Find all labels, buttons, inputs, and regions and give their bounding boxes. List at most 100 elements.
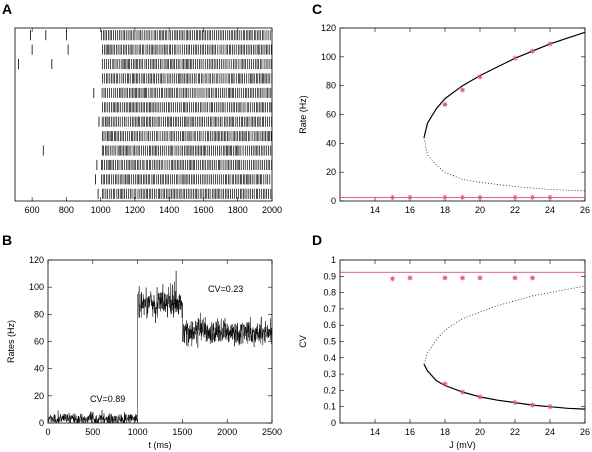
y-tick-label: 0.5 xyxy=(323,337,336,347)
simulation-marker-high xyxy=(389,276,396,282)
simulation-marker-low xyxy=(529,402,536,408)
rate-vs-j-panel: 14 16 18 20 22 24 26 0 20 40 60 80 100 120 Rate (Hz) xyxy=(298,23,590,215)
raster-row xyxy=(97,188,272,199)
raster-row xyxy=(95,174,271,185)
panel-label-b: B xyxy=(2,232,12,248)
raster-row xyxy=(31,44,272,55)
rate-trace-panel: 0 500 1000 1500 2000 2500 0 20 40 60 80 100 120 t (ms… xyxy=(6,255,282,450)
x-axis-label: J (mV) xyxy=(449,440,476,450)
simulation-marker-low xyxy=(529,194,536,200)
unstable-branch xyxy=(423,137,586,192)
simulation-marker-low xyxy=(442,194,448,200)
y-tick-label: 0 xyxy=(39,418,44,428)
raster-row xyxy=(96,159,272,171)
panel-label-a: A xyxy=(2,1,12,17)
y-tick-label: 100 xyxy=(321,52,336,62)
unstable-branch xyxy=(423,285,586,365)
raster-panel: 600 800 1000 1200 1400 1600 1800 2000 xyxy=(14,27,282,215)
x-tick-label: 2000 xyxy=(217,427,237,437)
rate-trace xyxy=(47,270,273,424)
y-tick-label: 0.6 xyxy=(323,320,336,330)
simulation-marker-high xyxy=(442,275,448,281)
y-tick-label: 0 xyxy=(331,418,336,428)
y-tick-label: 0.2 xyxy=(323,385,336,395)
y-tick-label: 40 xyxy=(34,364,44,374)
x-tick-label: 1400 xyxy=(159,205,179,215)
y-tick-label: 0.8 xyxy=(323,288,336,298)
simulation-marker-high xyxy=(547,41,553,47)
x-tick-label: 1200 xyxy=(125,205,145,215)
y-tick-label: 60 xyxy=(34,337,44,347)
x-tick-label: 1600 xyxy=(193,205,213,215)
stable-branch xyxy=(423,31,586,138)
raster-row xyxy=(18,58,272,70)
x-tick-label: 2000 xyxy=(262,205,282,215)
plot-frame xyxy=(339,27,586,202)
x-tick-label: 2500 xyxy=(262,427,282,437)
x-tick-label: 1800 xyxy=(228,205,248,215)
simulation-marker-low xyxy=(389,194,396,200)
simulation-marker-high xyxy=(529,48,536,54)
y-tick-label: 40 xyxy=(326,138,336,148)
stable-branch xyxy=(423,364,586,410)
x-tick-label: 1000 xyxy=(91,205,111,215)
x-tick-label: 1500 xyxy=(172,427,192,437)
raster-row xyxy=(102,73,273,84)
simulation-marker-low xyxy=(477,194,483,200)
x-tick-label: 600 xyxy=(25,205,40,215)
annotation-cv-after: CV=0.23 xyxy=(208,284,243,294)
raster-row xyxy=(102,102,272,113)
raster-row xyxy=(98,116,272,127)
y-tick-label: 0.7 xyxy=(323,304,336,314)
y-tick-label: 80 xyxy=(326,81,336,91)
y-axis-label: Rate (Hz) xyxy=(298,95,308,134)
simulation-marker-low xyxy=(547,194,553,200)
simulation-marker-low xyxy=(459,194,466,200)
simulation-marker-high xyxy=(407,275,413,281)
simulation-marker-low xyxy=(477,394,483,400)
raster-row xyxy=(42,145,273,156)
y-tick-label: 100 xyxy=(29,282,44,292)
simulation-marker-low xyxy=(407,194,413,200)
y-axis-label: CV xyxy=(298,335,308,348)
simulation-marker-high xyxy=(477,74,483,80)
x-tick-label: 14 xyxy=(370,205,380,215)
y-tick-label: 20 xyxy=(34,391,44,401)
simulation-marker-high xyxy=(512,275,518,281)
y-tick-label: 0.9 xyxy=(323,271,336,281)
y-tick-label: 1 xyxy=(331,255,336,265)
x-tick-label: 22 xyxy=(510,205,520,215)
simulation-marker-low xyxy=(442,381,448,387)
simulation-marker-high xyxy=(529,275,536,281)
cv-vs-j-panel: 14 16 18 20 22 24 26 0 0.1 0.2 0.3 0.4 0.5 0.6 0.7 0.8 0… xyxy=(298,255,590,450)
y-tick-label: 120 xyxy=(29,255,44,265)
x-tick-label: 1000 xyxy=(128,427,148,437)
y-tick-label: 80 xyxy=(34,309,44,319)
x-tick-label: 26 xyxy=(580,205,590,215)
x-tick-label: 22 xyxy=(510,427,520,437)
raster-row xyxy=(30,30,271,41)
raster-row xyxy=(93,87,272,98)
y-tick-label: 120 xyxy=(321,23,336,33)
simulation-marker-low xyxy=(512,400,518,406)
simulation-marker-high xyxy=(459,275,466,281)
annotation-cv-before: CV=0.89 xyxy=(90,394,125,404)
x-tick-label: 800 xyxy=(59,205,74,215)
y-tick-label: 60 xyxy=(326,110,336,120)
y-tick-label: 0.1 xyxy=(323,402,336,412)
plot-frame xyxy=(14,27,273,202)
x-tick-label: 0 xyxy=(45,427,50,437)
x-tick-label: 18 xyxy=(440,205,450,215)
simulation-marker-high xyxy=(512,55,518,61)
y-tick-label: 20 xyxy=(326,167,336,177)
simulation-marker-low xyxy=(547,404,553,410)
y-axis-label: Rates (Hz) xyxy=(6,320,16,363)
simulation-marker-low xyxy=(459,389,466,395)
simulation-marker-high xyxy=(442,101,448,108)
simulation-marker-low xyxy=(512,194,518,200)
raster-row xyxy=(102,131,272,142)
panel-label-c: C xyxy=(312,1,322,17)
x-tick-label: 24 xyxy=(545,427,555,437)
x-tick-label: 16 xyxy=(405,427,415,437)
